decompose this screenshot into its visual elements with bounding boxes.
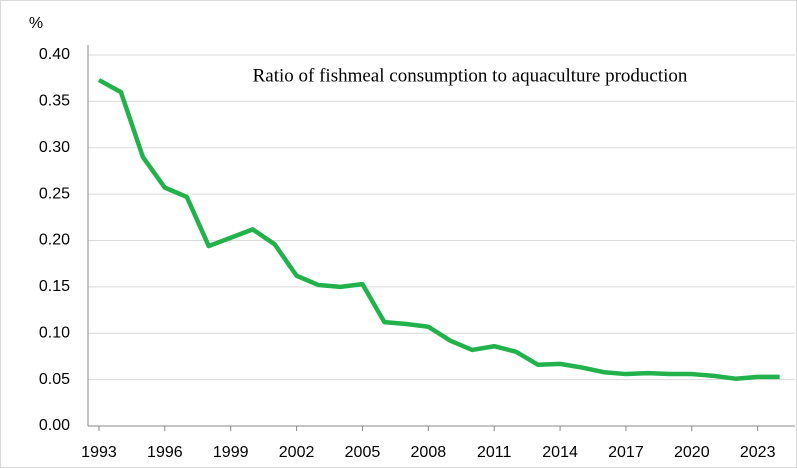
chart-title: Ratio of fishmeal consumption to aquacul… [253, 65, 688, 86]
x-tick-label: 2002 [279, 444, 315, 461]
y-tick-label: 0.40 [39, 46, 70, 63]
x-tick-label: 2014 [542, 444, 578, 461]
x-tick-label: 2011 [477, 444, 512, 461]
y-tick-label: 0.35 [39, 93, 70, 110]
y-tick-label: 0.10 [39, 324, 70, 341]
x-tick-label: 1993 [81, 444, 117, 461]
x-tick-label: 2008 [411, 444, 447, 461]
y-tick-label: 0.30 [39, 139, 70, 156]
y-tick-label: 0.00 [39, 417, 70, 434]
y-axis-label: % [29, 15, 43, 32]
y-tick-label: 0.05 [39, 371, 70, 388]
y-tick-label: 0.15 [39, 278, 70, 295]
x-tick-label: 1999 [213, 444, 249, 461]
data-line [97, 78, 780, 381]
y-tick-label: 0.25 [39, 185, 70, 202]
x-tick-label: 2017 [608, 444, 644, 461]
x-tick-label: 2020 [674, 444, 710, 461]
x-tick-label: 2005 [345, 444, 381, 461]
y-tick-label: 0.20 [39, 232, 70, 249]
x-tick-label: 1996 [147, 444, 183, 461]
x-tick-label: 2023 [740, 444, 776, 461]
